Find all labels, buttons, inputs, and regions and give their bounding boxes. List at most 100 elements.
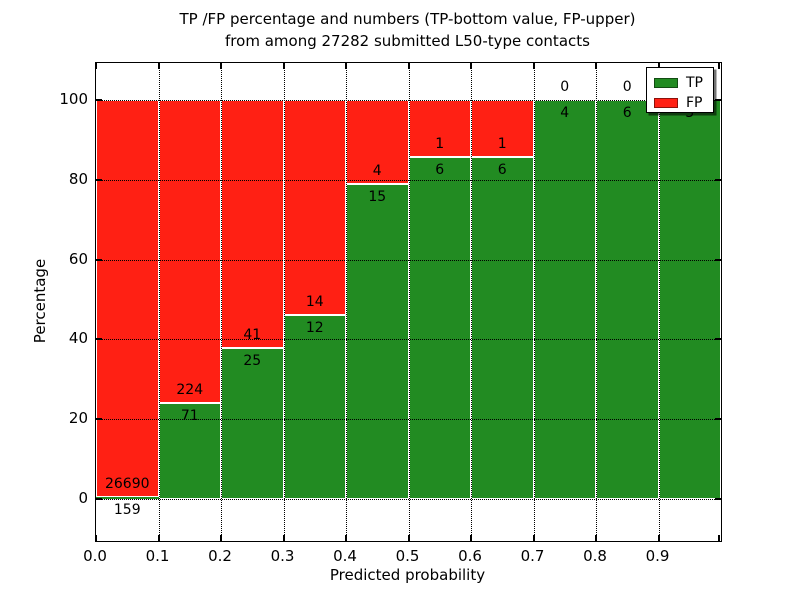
x-axis-label: Predicted probability [329,566,486,584]
y-tick-mark [96,178,102,181]
x-tick-label: 0.0 [83,547,107,565]
x-tick-mark [532,535,535,541]
bar-segment-fp [158,100,221,403]
bar-label-fp-count: 14 [305,293,324,310]
legend-item-fp: FP [647,93,713,112]
chart-title-line1: TP /FP percentage and numbers (TP-bottom… [179,10,636,28]
bar-segment-fp [283,100,346,315]
x-tick-mark [157,63,160,69]
x-tick-label: 0.8 [583,547,607,565]
x-tick-mark [220,63,222,69]
bar-segment-fp [221,100,284,348]
gridline-vertical [658,63,660,541]
x-tick-mark [345,63,347,69]
bar-segment-tp [658,100,721,499]
gridline-vertical [471,63,472,541]
gridline-vertical [221,63,222,541]
gridline-vertical [408,63,410,541]
gridline-vertical [596,63,597,541]
gridline-vertical [158,63,160,541]
y-tick-mark [715,258,721,261]
legend-item-tp: TP [647,73,713,92]
bar-label-fp-count: 1 [497,136,507,153]
y-tick-mark [96,498,102,500]
x-tick-mark [718,535,720,541]
bar-label-fp-count: 0 [622,79,632,95]
chart-title-line2: from among 27282 submitted L50-type cont… [225,32,590,50]
y-tick-label: 20 [68,409,88,428]
x-tick-mark [220,535,222,541]
y-tick-label: 60 [68,249,88,268]
legend: TP FP [646,67,714,113]
x-tick-mark [407,535,410,541]
x-tick-mark [595,535,597,541]
x-tick-label: 0.5 [395,547,420,565]
x-tick-mark [407,63,410,69]
bar-segment-tp [471,157,534,499]
bar-segment-tp [346,183,409,499]
bar-label-fp-count: 41 [243,326,262,343]
bar-label-tp-count: 6 [497,162,507,179]
y-tick-mark [715,99,721,101]
gridline-vertical [283,63,285,541]
chart-title: TP /FP percentage and numbers (TP-bottom… [95,8,720,52]
bar-segment-fp [471,100,534,158]
bar-segment-tp [283,314,346,499]
bar-label-fp-count: 4 [372,162,382,179]
x-tick-mark [282,63,285,69]
x-tick-mark [95,63,97,69]
x-tick-label: 0.4 [333,547,357,565]
x-tick-mark [470,535,472,541]
legend-swatch-tp [654,77,678,88]
x-tick-mark [657,63,660,69]
y-tick-label: 0 [78,489,88,507]
y-tick-mark [96,418,102,421]
y-tick-mark [715,338,721,341]
bar-label-fp-count: 1 [435,136,445,153]
bar-label-tp-count: 6 [435,162,445,179]
bar-segment-tp [221,347,284,499]
y-tick-label: 80 [68,169,88,188]
x-tick-mark [532,63,535,69]
bar-label-tp-count: 4 [560,105,570,121]
bar-segment-tp [596,100,659,499]
y-tick-label: 40 [68,329,88,348]
x-tick-label: 0.7 [520,547,545,565]
bar-label-tp-count: 12 [305,319,324,336]
y-tick-label: 100 [59,90,88,108]
bar-segment-tp [96,496,159,499]
bar-segment-tp [533,100,596,499]
gridline-vertical [533,63,535,541]
gridline-vertical [346,63,347,541]
bar-label-tp-count: 3 [685,105,695,121]
x-tick-label: 0.1 [145,547,170,565]
x-tick-label: 0.6 [458,547,482,565]
x-tick-mark [157,535,160,541]
bar-label-tp-count: 159 [113,501,141,518]
y-tick-mark [715,418,721,421]
bar-label-tp-count: 25 [243,352,262,369]
y-tick-mark [715,178,721,181]
legend-item-label: FP [686,94,703,111]
y-tick-mark [96,338,102,341]
bar-label-fp-count: 0 [560,79,570,95]
bar-label-tp-count: 15 [368,188,387,205]
bar-label-tp-count: 71 [180,407,199,424]
x-tick-label: 0.3 [270,547,295,565]
y-tick-mark [96,258,102,261]
bar-label-fp-count: 224 [176,381,204,398]
x-tick-mark [345,535,347,541]
x-tick-mark [282,535,285,541]
bar-segment-fp [96,100,159,497]
x-tick-mark [595,63,597,69]
x-tick-label: 0.9 [645,547,670,565]
x-tick-mark [95,535,97,541]
bar-segment-tp [158,402,221,499]
x-tick-mark [470,63,472,69]
x-tick-mark [718,63,720,69]
y-tick-mark [96,99,102,101]
bar-segment-tp [408,157,471,499]
bar-label-tp-count: 6 [622,105,632,121]
legend-item-label: TP [686,74,703,91]
